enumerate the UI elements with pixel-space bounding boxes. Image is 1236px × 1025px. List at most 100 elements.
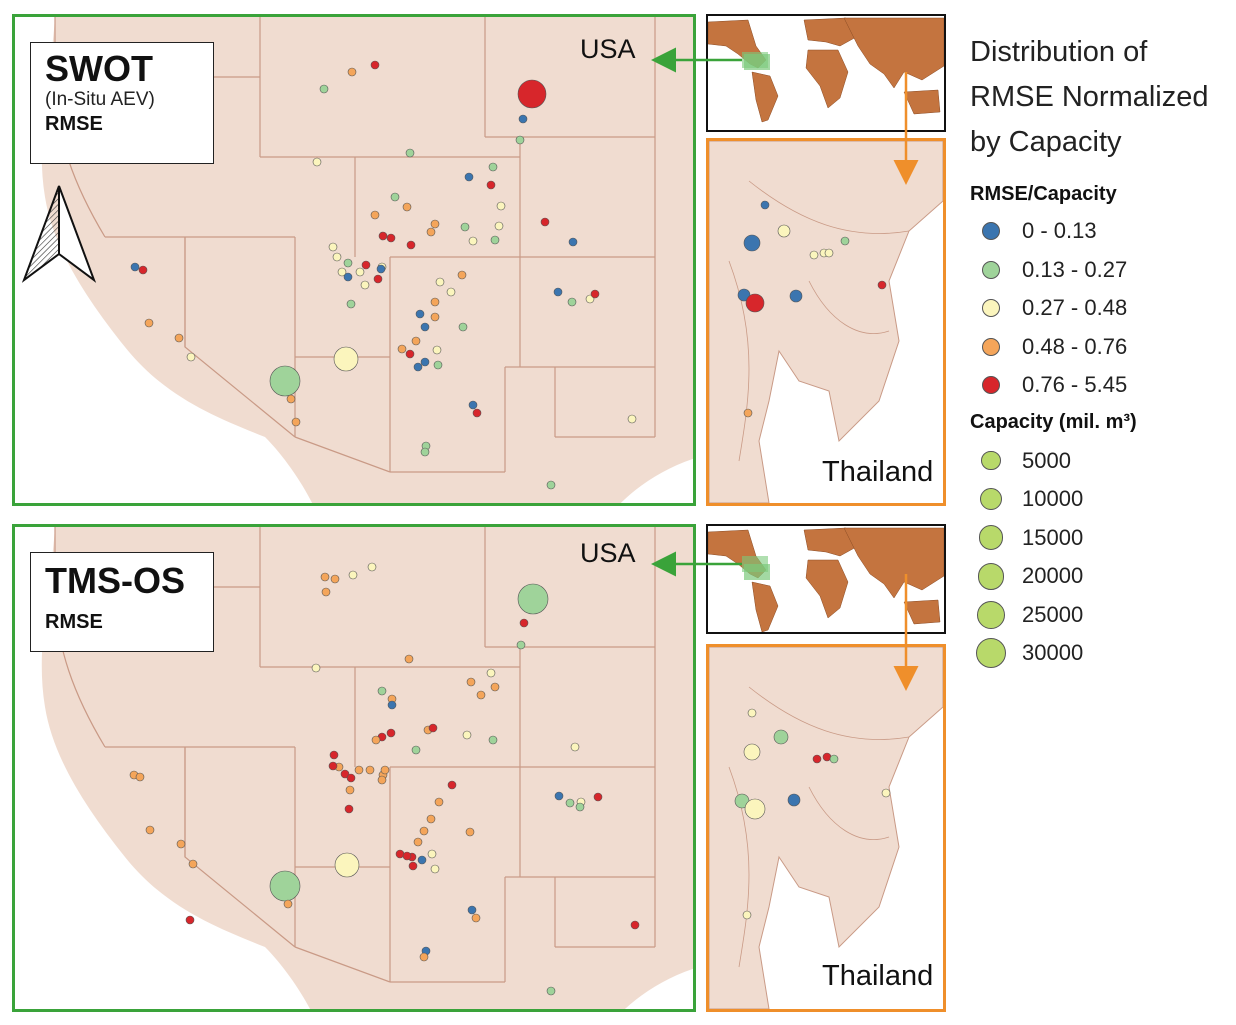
reservoir-marker[interactable] [458,322,468,332]
reservoir-marker[interactable] [145,825,155,835]
reservoir-marker[interactable] [411,336,421,346]
reservoir-marker[interactable] [593,792,603,802]
reservoir-marker[interactable] [378,231,388,241]
thailand-map-tmsos[interactable] [706,644,946,1012]
reservoir-marker[interactable] [490,235,500,245]
reservoir-marker[interactable] [743,408,753,418]
reservoir-marker[interactable] [516,640,526,650]
reservoir-marker[interactable] [486,180,496,190]
reservoir-marker[interactable] [468,400,478,410]
reservoir-marker[interactable] [464,172,474,182]
reservoir-marker[interactable] [430,864,440,874]
reservoir-marker[interactable] [328,761,338,771]
reservoir-marker[interactable] [877,280,887,290]
reservoir-marker[interactable] [476,690,486,700]
reservoir-marker[interactable] [446,287,456,297]
reservoir-marker[interactable] [488,735,498,745]
reservoir-marker[interactable] [747,708,757,718]
reservoir-marker[interactable] [840,236,850,246]
reservoir-marker[interactable] [590,289,600,299]
reservoir-marker[interactable] [185,915,195,925]
reservoir-marker[interactable] [553,287,563,297]
reservoir-marker[interactable] [346,299,356,309]
reservoir-marker[interactable] [546,480,556,490]
reservoir-marker[interactable] [311,663,321,673]
reservoir-marker[interactable] [377,686,387,696]
reservoir-marker[interactable] [488,162,498,172]
reservoir-marker[interactable] [472,408,482,418]
reservoir-marker[interactable] [373,274,383,284]
reservoir-marker[interactable] [496,201,506,211]
reservoir-marker[interactable] [427,849,437,859]
reservoir-marker[interactable] [345,785,355,795]
reservoir-marker[interactable] [824,248,834,258]
reservoir-marker[interactable] [519,618,529,628]
reservoir-marker[interactable] [415,309,425,319]
reservoir-marker[interactable] [467,905,477,915]
reservoir-marker[interactable] [405,148,415,158]
reservoir-marker[interactable] [390,192,400,202]
reservoir-marker[interactable] [435,277,445,287]
reservoir-marker[interactable] [386,728,396,738]
reservoir-marker[interactable] [346,773,356,783]
reservoir-marker[interactable] [567,297,577,307]
reservoir-marker[interactable] [540,217,550,227]
reservoir-marker[interactable] [630,920,640,930]
reservoir-marker[interactable] [320,572,330,582]
reservoir-marker[interactable] [517,583,549,615]
reservoir-marker[interactable] [490,682,500,692]
reservoir-marker[interactable] [518,114,528,124]
reservoir-marker[interactable] [387,700,397,710]
reservoir-marker[interactable] [447,780,457,790]
reservoir-marker[interactable] [355,267,365,277]
reservoir-marker[interactable] [380,765,390,775]
reservoir-marker[interactable] [174,333,184,343]
reservoir-marker[interactable] [575,802,585,812]
reservoir-marker[interactable] [130,262,140,272]
reservoir-marker[interactable] [433,360,443,370]
reservoir-marker[interactable] [570,742,580,752]
reservoir-marker[interactable] [462,730,472,740]
reservoir-marker[interactable] [333,346,359,372]
reservoir-marker[interactable] [627,414,637,424]
reservoir-marker[interactable] [428,723,438,733]
reservoir-marker[interactable] [343,258,353,268]
reservoir-marker[interactable] [773,729,789,745]
reservoir-marker[interactable] [370,60,380,70]
reservoir-marker[interactable] [829,754,839,764]
reservoir-marker[interactable] [406,240,416,250]
reservoir-marker[interactable] [426,227,436,237]
reservoir-marker[interactable] [419,952,429,962]
reservoir-marker[interactable] [430,312,440,322]
reservoir-marker[interactable] [881,788,891,798]
reservoir-marker[interactable] [426,814,436,824]
reservoir-marker[interactable] [402,202,412,212]
reservoir-marker[interactable] [743,234,761,252]
reservoir-marker[interactable] [457,270,467,280]
reservoir-marker[interactable] [176,839,186,849]
reservoir-marker[interactable] [515,135,525,145]
thailand-map-swot[interactable] [706,138,946,506]
reservoir-marker[interactable] [812,754,822,764]
reservoir-marker[interactable] [138,265,148,275]
reservoir-marker[interactable] [360,280,370,290]
reservoir-marker[interactable] [332,252,342,262]
reservoir-marker[interactable] [760,200,770,210]
reservoir-marker[interactable] [434,797,444,807]
reservoir-marker[interactable] [404,654,414,664]
reservoir-marker[interactable] [269,365,301,397]
reservoir-marker[interactable] [789,289,803,303]
world-inset-bottom[interactable] [706,524,946,634]
reservoir-marker[interactable] [743,743,761,761]
reservoir-marker[interactable] [337,267,347,277]
reservoir-marker[interactable] [344,804,354,814]
reservoir-marker[interactable] [430,297,440,307]
reservoir-marker[interactable] [468,236,478,246]
reservoir-marker[interactable] [348,570,358,580]
reservoir-marker[interactable] [460,222,470,232]
reservoir-marker[interactable] [745,293,765,313]
reservoir-marker[interactable] [517,79,547,109]
reservoir-marker[interactable] [386,233,396,243]
reservoir-marker[interactable] [321,587,331,597]
reservoir-marker[interactable] [329,750,339,760]
